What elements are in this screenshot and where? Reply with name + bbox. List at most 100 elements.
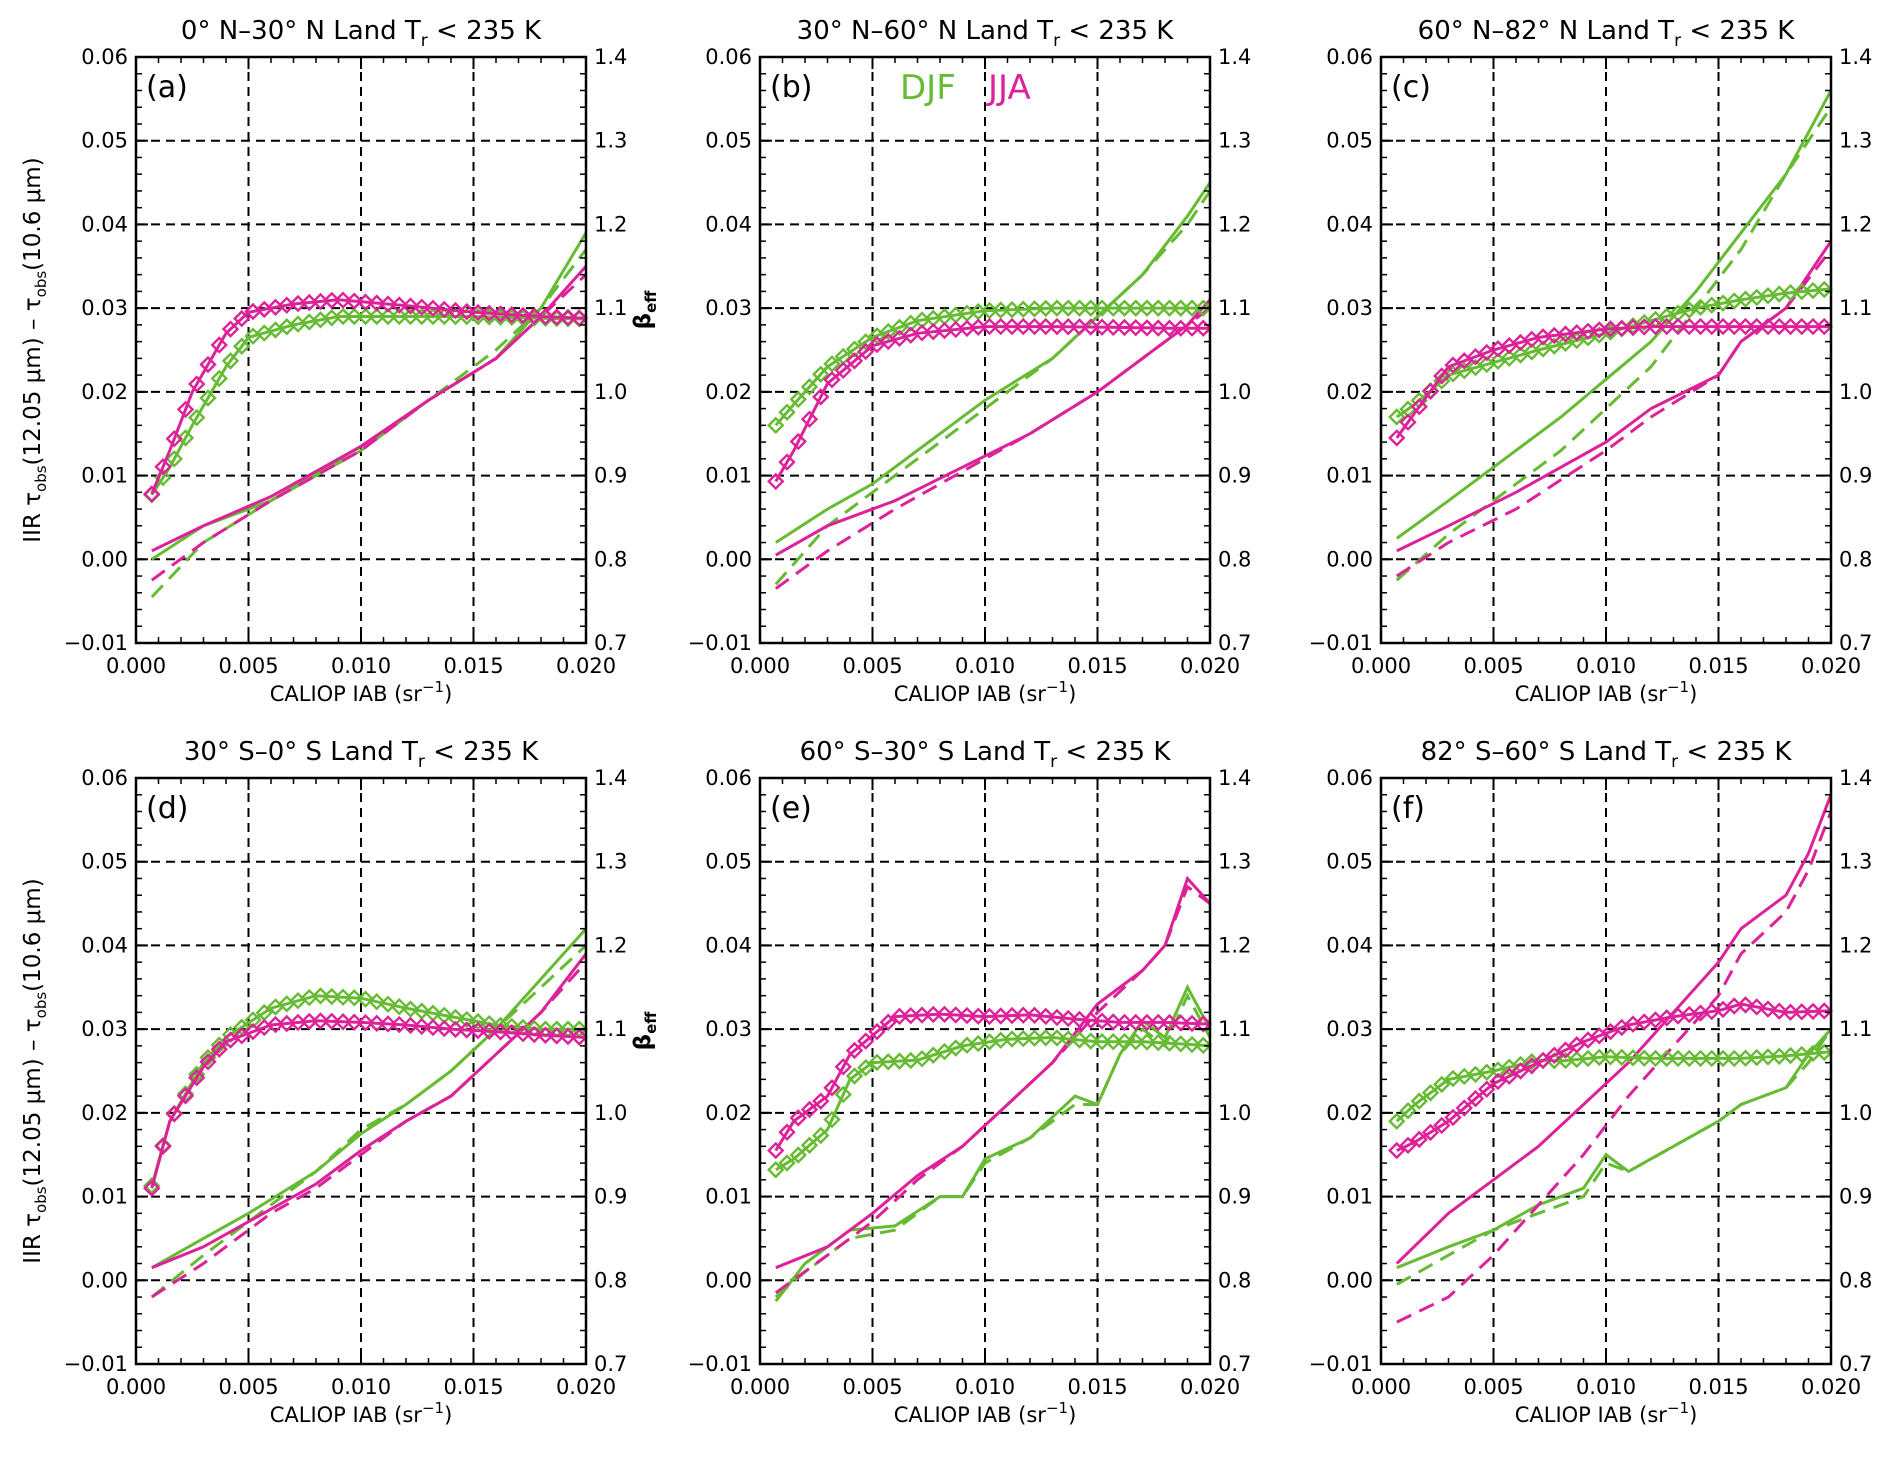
diamond-marker xyxy=(857,1058,875,1077)
diamond-marker xyxy=(1658,317,1676,336)
y2-tick-label: 1.1 xyxy=(1839,296,1872,320)
diamond-marker xyxy=(525,307,543,325)
series-jja-diamonds xyxy=(767,1005,1212,1160)
x-tick-label: 0.000 xyxy=(730,654,790,678)
series-jja-dashed-line xyxy=(1395,248,1833,578)
diamond-marker xyxy=(199,389,217,407)
series-djf-solid xyxy=(150,232,588,561)
diamond-marker xyxy=(1500,1067,1518,1085)
ticks: 0.000 0.005 0.010 0.015 0.020 −0.01 0.00 0.01 0.… xyxy=(1309,45,1873,678)
diamond-marker xyxy=(1172,319,1190,337)
diamond-marker xyxy=(789,1146,807,1164)
diamond-marker xyxy=(1545,1046,1563,1064)
y-tick-label: −0.01 xyxy=(1309,631,1373,655)
diamond-marker xyxy=(992,317,1010,336)
diamond-marker xyxy=(1691,1049,1710,1068)
diamond-marker xyxy=(1489,1072,1507,1091)
diamond-marker xyxy=(210,336,228,354)
diamond-marker xyxy=(1399,1136,1417,1154)
diamond-marker xyxy=(1194,1015,1212,1033)
y2-tick-label: 0.7 xyxy=(1218,631,1251,655)
diamond-marker xyxy=(767,416,785,435)
diamond-marker xyxy=(424,299,442,318)
y2-tick-label: 1.0 xyxy=(594,380,627,404)
diamond-marker xyxy=(401,1016,420,1035)
x-tick-label: 0.005 xyxy=(842,1375,902,1399)
y2-tick-label: 0.7 xyxy=(1839,631,1872,655)
diamond-marker xyxy=(446,1008,465,1027)
x-tick-label: 0.015 xyxy=(443,654,503,678)
series-jja-solid xyxy=(775,298,1212,557)
diamond-marker xyxy=(356,307,375,326)
diamond-marker xyxy=(1669,317,1687,336)
diamond-marker xyxy=(1680,1049,1698,1068)
diamond-marker xyxy=(1388,1112,1406,1130)
diamond-marker xyxy=(401,307,420,326)
series-jja-diamonds xyxy=(143,1012,588,1197)
diamond-marker xyxy=(165,1105,183,1123)
series-jja-diamonds-line xyxy=(1395,325,1831,439)
y-tick-label: 0.01 xyxy=(81,1185,128,1209)
y-tick-label: 0.06 xyxy=(1326,45,1373,69)
diamond-marker xyxy=(210,369,228,388)
diamond-marker xyxy=(379,295,397,313)
y-tick-label: 0.01 xyxy=(705,464,752,488)
grid xyxy=(1381,57,1831,643)
diamond-marker xyxy=(154,1137,172,1156)
diamond-marker xyxy=(1160,299,1179,317)
diamond-marker xyxy=(233,337,251,355)
diamond-marker xyxy=(1759,317,1777,336)
diamond-marker xyxy=(165,430,183,448)
x-tick-label: 0.005 xyxy=(218,1375,278,1399)
diamond-marker xyxy=(368,294,386,312)
diamond-marker xyxy=(491,1023,510,1041)
diamond-marker xyxy=(1748,998,1766,1016)
y-tick-label: 0.04 xyxy=(705,933,752,957)
panel-label: (a) xyxy=(146,70,188,105)
diamond-marker xyxy=(1635,1049,1653,1067)
y-tick-label: 0.04 xyxy=(705,212,752,236)
diamond-marker xyxy=(446,1020,465,1039)
diamond-marker xyxy=(1070,299,1089,317)
grid xyxy=(136,57,586,643)
diamond-marker xyxy=(834,1058,852,1076)
diamond-marker xyxy=(379,1015,397,1033)
diamond-marker xyxy=(958,1006,976,1025)
y-tick-label: 0.06 xyxy=(705,766,752,790)
y-tick-label: −0.01 xyxy=(1309,1352,1373,1376)
diamond-marker xyxy=(812,365,830,383)
series-jja-solid xyxy=(1395,794,1833,1265)
diamond-marker xyxy=(458,1021,476,1039)
diamond-marker xyxy=(154,458,172,476)
y2-tick-label: 1.0 xyxy=(1218,380,1251,404)
diamond-marker xyxy=(857,333,875,351)
y2-tick-label: 1.2 xyxy=(594,212,627,236)
diamond-marker xyxy=(1059,1009,1077,1028)
panel-label: (e) xyxy=(770,791,812,826)
x-tick-label: 0.015 xyxy=(1067,1375,1127,1399)
x-tick-label: 0.005 xyxy=(1463,1375,1523,1399)
y-tick-label: −0.01 xyxy=(64,1352,128,1376)
series-djf-solid-line xyxy=(1396,1028,1833,1270)
y-tick-label: 0.03 xyxy=(1326,1017,1373,1041)
y-tick-label: 0.02 xyxy=(81,380,128,404)
diamond-marker xyxy=(1613,1048,1631,1067)
x-tick-label: 0.010 xyxy=(955,1375,1015,1399)
diamond-marker xyxy=(1433,367,1451,385)
diamond-marker xyxy=(1160,1034,1179,1052)
diamond-marker xyxy=(1025,1006,1044,1025)
diamond-marker xyxy=(1149,1013,1167,1032)
diamond-marker xyxy=(800,378,819,396)
y-axis-label-left-1: IIR τobs(12.05 μm) – τobs(10.6 μm) xyxy=(20,157,50,542)
diamond-marker xyxy=(1127,1013,1145,1032)
diamond-marker xyxy=(311,1012,330,1030)
panel-label: (f) xyxy=(1391,791,1425,826)
series-djf-diamonds xyxy=(143,307,588,504)
diamond-marker xyxy=(1194,299,1212,317)
diamond-marker xyxy=(221,352,240,370)
y-tick-label: 0.05 xyxy=(81,129,128,153)
y-tick-label: 0.00 xyxy=(1326,547,1373,571)
diamond-marker xyxy=(469,1021,487,1040)
diamond-marker xyxy=(767,1141,785,1160)
